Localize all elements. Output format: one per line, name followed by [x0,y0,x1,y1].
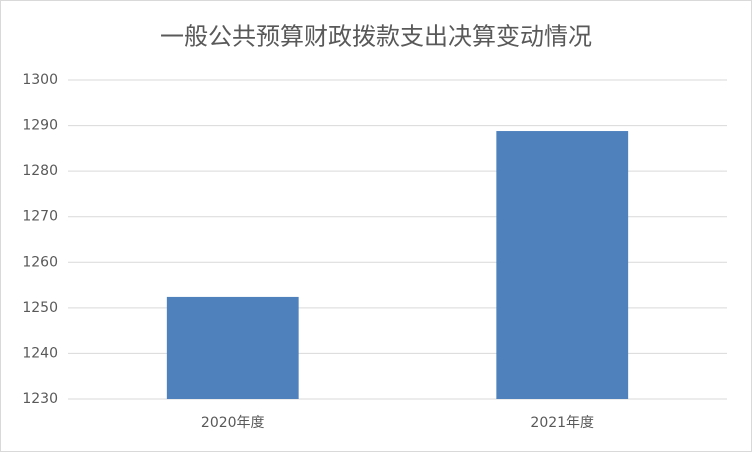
y-tick-label: 1250 [22,300,58,316]
y-tick-label: 1260 [22,254,58,270]
y-tick-label: 1270 [22,209,58,225]
y-tick-label: 1230 [22,391,58,407]
chart-title: 一般公共预算财政拨款支出决算变动情况 [160,23,592,51]
y-tick-label: 1290 [22,118,58,134]
bar [496,131,629,400]
y-tick-label: 1240 [22,345,58,361]
x-tick-label: 2020年度 [201,415,265,431]
x-tick-label: 2021年度 [530,415,594,431]
y-tick-label: 1280 [22,163,58,179]
bar [166,296,299,399]
y-tick-label: 1300 [22,72,58,88]
